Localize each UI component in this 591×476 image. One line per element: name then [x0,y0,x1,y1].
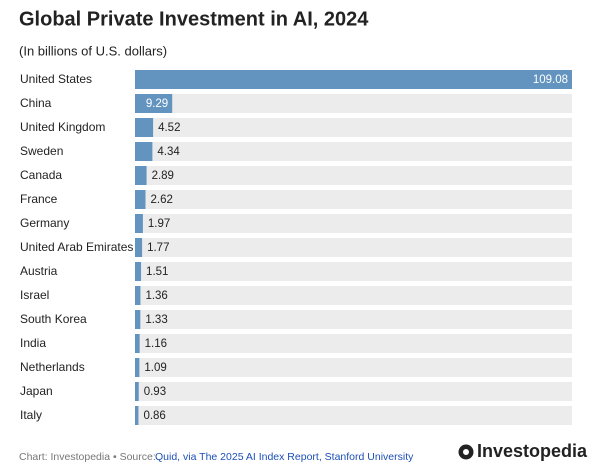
category-label: United States [20,72,92,86]
bar [135,214,143,233]
bar [135,358,140,377]
bar-track [135,166,572,185]
bar-track [135,190,572,209]
value-label: 2.62 [150,194,172,206]
credit: Chart: Investopedia • Source: [19,451,156,463]
bar [135,142,153,161]
bar [135,238,143,257]
bar-track [135,310,572,329]
value-label: 1.33 [145,314,167,326]
bar-track [135,142,572,161]
bar-track [135,382,572,401]
value-label: 1.36 [145,290,167,302]
category-label: Israel [20,288,49,302]
brand-icon-dot [463,449,469,455]
bar [135,406,139,425]
chart-title: Global Private Investment in AI, 2024 [19,8,369,30]
bar-track [135,406,572,425]
bar [135,262,142,281]
bar-track [135,238,572,257]
value-label: 1.77 [147,242,169,254]
value-label: 4.52 [158,122,180,134]
value-label: 1.51 [146,266,168,278]
value-label: 1.97 [148,218,170,230]
bar-track [135,262,572,281]
value-label: 1.09 [144,362,166,374]
value-label: 109.08 [533,74,568,86]
brand: Investopedia [477,441,588,461]
category-label: Germany [20,216,69,230]
bar [135,382,139,401]
category-label: United Kingdom [20,120,105,134]
bar [135,310,141,329]
category-label: China [20,96,52,110]
bar [135,190,146,209]
category-label: France [20,192,58,206]
chart-subtitle: (In billions of U.S. dollars) [19,43,167,58]
bar [135,118,154,137]
source-link[interactable]: Quid, via The 2025 AI Index Report, Stan… [155,451,414,463]
category-label: Austria [20,264,58,278]
category-label: Sweden [20,144,63,158]
bar-track [135,286,572,305]
category-label: United Arab Emirates [20,240,133,254]
bar [135,286,141,305]
bar [135,166,147,185]
category-label: India [20,336,46,350]
bar-track [135,214,572,233]
bar [135,94,173,113]
value-label: 0.86 [143,410,165,422]
category-label: Canada [20,168,62,182]
value-label: 9.29 [146,98,168,110]
value-label: 4.34 [157,146,180,158]
bar [135,334,140,353]
category-label: Italy [20,408,42,422]
value-label: 2.89 [152,170,174,182]
bar-track [135,334,572,353]
value-label: 0.93 [144,386,166,398]
category-label: Netherlands [20,360,85,374]
bar-track [135,358,572,377]
category-label: Japan [20,384,53,398]
value-label: 1.16 [145,338,167,350]
bar [135,70,572,89]
bar-track [135,118,572,137]
category-label: South Korea [20,312,87,326]
bar-track [135,94,572,113]
